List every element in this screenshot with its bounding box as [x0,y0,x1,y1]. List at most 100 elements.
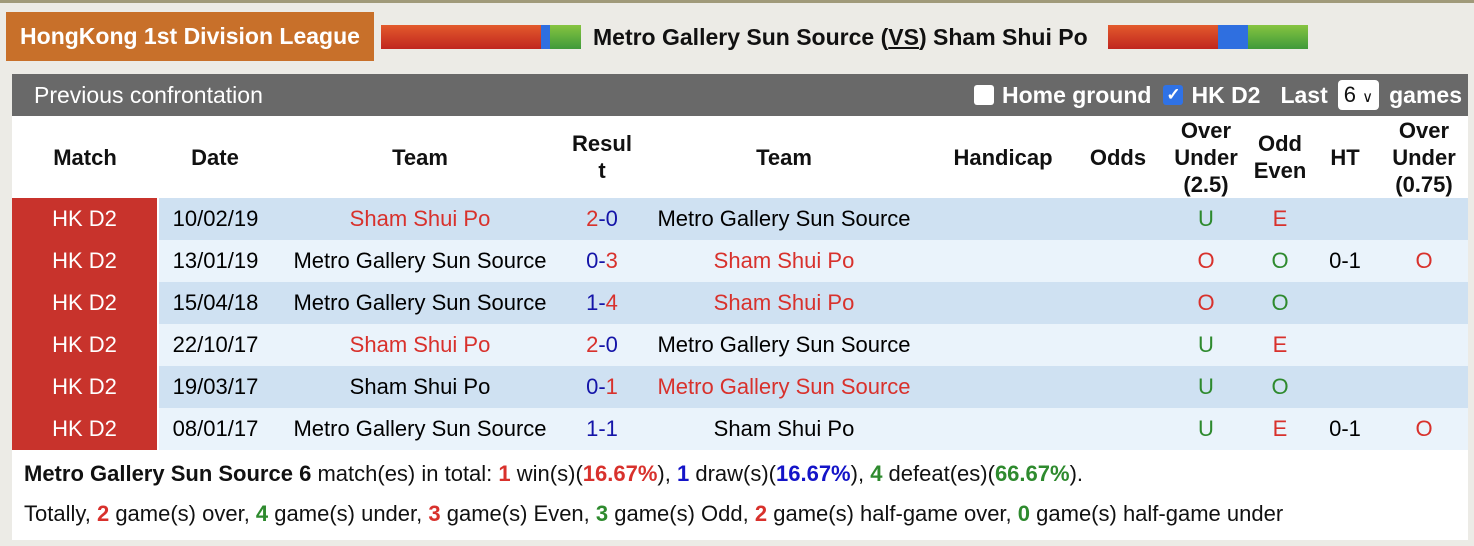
home-score: 2 [586,332,599,357]
result-cell[interactable]: 0-1 [568,366,636,408]
away-team-cell[interactable]: Metro Gallery Sun Source [636,366,932,408]
match-cell[interactable]: HK D2 [12,408,159,450]
home-team-name[interactable]: Metro Gallery Sun Source [593,24,875,50]
home-ground-filter[interactable]: Home ground [973,82,1151,109]
score-dash: - [598,206,606,231]
odds-cell [1074,282,1162,324]
col-header-ht: HT [1330,144,1360,170]
score-dash: - [598,290,606,315]
ht-cell [1310,198,1380,240]
away-team-name[interactable]: Sham Shui Po [933,24,1088,50]
over-under-cell: O [1162,240,1250,282]
score-dash: - [598,248,606,273]
over-under-075-cell: O [1380,240,1468,282]
home-team-cell[interactable]: Metro Gallery Sun Source [272,240,568,282]
away-team-cell[interactable]: Sham Shui Po [636,408,932,450]
col-header-over-under-2-5: Over Under (2.5) [1174,117,1238,197]
over-under-cell: U [1162,324,1250,366]
handicap-cell [932,198,1074,240]
away-team-cell[interactable]: Metro Gallery Sun Source [636,198,932,240]
result-cell[interactable]: 0-3 [568,240,636,282]
odd-even-cell: O [1250,240,1310,282]
score-dash: - [598,332,606,357]
over-under-cell: O [1162,282,1250,324]
match-cell[interactable]: HK D2 [12,240,159,282]
match-cell[interactable]: HK D2 [12,324,159,366]
games-label: games [1389,81,1462,108]
odds-cell [1074,408,1162,450]
odd-even-cell: E [1250,198,1310,240]
summary-results: Metro Gallery Sun Source 6 match(es) in … [12,454,1468,494]
odd-even-cell: E [1250,324,1310,366]
table-row: HK D2 22/10/17 Sham Shui Po 2-0 Metro Galler… [12,324,1468,366]
match-cell[interactable]: HK D2 [12,198,159,240]
date-cell: 13/01/19 [158,240,272,282]
odd-even-cell: O [1250,366,1310,408]
odds-cell [1074,240,1162,282]
confrontation-table: Match Date Team Resul t Team Handicap Odds Over… [12,116,1469,450]
away-team-cell[interactable]: Sham Shui Po [636,240,932,282]
home-ground-checkbox[interactable] [973,85,994,105]
table-row: HK D2 15/04/18 Metro Gallery Sun Source 1-4… [12,282,1468,324]
col-header-date: Date [191,144,239,170]
table-row: HK D2 13/01/19 Metro Gallery Sun Source 0-3… [12,240,1468,282]
col-header-odd-even: Odd Even [1253,131,1307,183]
col-header-result: Resul t [572,131,632,183]
result-cell[interactable]: 2-0 [568,324,636,366]
score-dash: - [598,374,606,399]
away-score: 0 [605,206,618,231]
home-team-cell[interactable]: Metro Gallery Sun Source [272,282,568,324]
odd-even-cell: O [1250,282,1310,324]
table-row: HK D2 19/03/17 Sham Shui Po 0-1 Metro Galler… [12,366,1468,408]
match-cell[interactable]: HK D2 [12,282,159,324]
home-team-cell[interactable]: Sham Shui Po [272,366,568,408]
away-team-cell[interactable]: Sham Shui Po [636,282,932,324]
odd-even-cell: E [1250,408,1310,450]
away-score: 1 [605,416,618,441]
handicap-cell [932,282,1074,324]
ht-cell [1310,324,1380,366]
home-team-cell[interactable]: Sham Shui Po [272,324,568,366]
section-title: Previous confrontation [34,81,263,108]
home-score: 2 [586,206,599,231]
home-score: 0 [586,248,599,273]
match-title: Metro Gallery Sun Source (VS) Sham Shui … [593,24,1088,50]
over-under-cell: U [1162,408,1250,450]
match-cell[interactable]: HK D2 [12,366,159,408]
league-checkbox[interactable]: ✓ [1163,85,1184,105]
date-cell: 08/01/17 [158,408,272,450]
handicap-cell [932,324,1074,366]
odds-cell [1074,324,1162,366]
last-label: Last [1280,81,1328,108]
away-score: 0 [605,332,618,357]
col-header-odds: Odds [1089,144,1147,170]
league-title[interactable]: HongKong 1st Division League [6,12,374,61]
home-team-cell[interactable]: Metro Gallery Sun Source [272,408,568,450]
score-dash: - [598,416,606,441]
away-score: 3 [605,248,618,273]
col-header-over-under-0-75: Over Under (0.75) [1392,117,1456,197]
home-team-cell[interactable]: Sham Shui Po [272,198,568,240]
vs-link[interactable]: VS [888,24,919,50]
last-games-select[interactable]: 6 ∨ [1337,80,1380,110]
result-cell[interactable]: 1-1 [568,408,636,450]
odds-cell [1074,366,1162,408]
result-cell[interactable]: 2-0 [568,198,636,240]
handicap-cell [932,366,1074,408]
section-header: Previous confrontation Home ground ✓ HK D… [12,74,1468,116]
col-header-handicap: Handicap [953,144,1053,170]
date-cell: 22/10/17 [158,324,272,366]
result-cell[interactable]: 1-4 [568,282,636,324]
table-row: HK D2 10/02/19 Sham Shui Po 2-0 Metro Galler… [12,198,1468,240]
date-cell: 15/04/18 [158,282,272,324]
home-form-bar [381,25,581,49]
home-score: 0 [586,374,599,399]
league-filter[interactable]: ✓ HK D2 [1163,82,1260,109]
over-under-075-cell [1380,324,1468,366]
over-under-075-cell [1380,198,1468,240]
away-form-bar [1108,25,1308,49]
ht-cell [1310,282,1380,324]
date-cell: 19/03/17 [158,366,272,408]
ht-cell [1310,366,1380,408]
away-team-cell[interactable]: Metro Gallery Sun Source [636,324,932,366]
